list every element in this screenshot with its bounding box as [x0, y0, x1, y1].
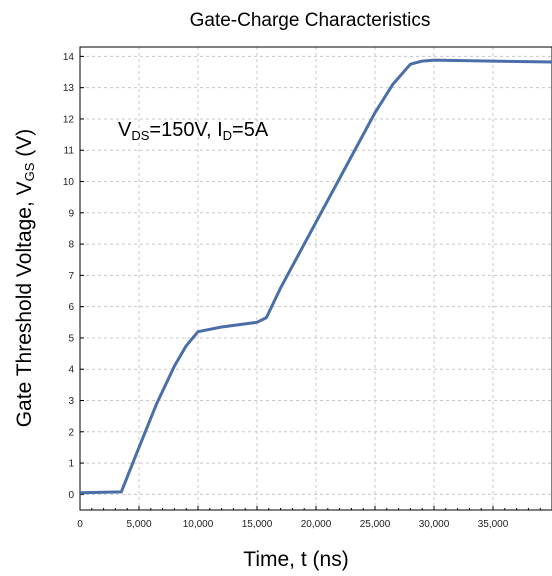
x-tick-label: 20,000: [301, 519, 332, 530]
y-tick-label: 3: [68, 396, 74, 407]
y-axis-label-unit: (V): [13, 129, 36, 163]
series-line: [79, 58, 552, 495]
y-tick-label: 1: [68, 459, 74, 470]
x-tick-label: 35,000: [478, 519, 509, 530]
y-tick-label: 0: [68, 490, 74, 501]
x-tick-label: 25,000: [360, 519, 391, 530]
y-tick-label: 5: [68, 333, 74, 344]
y-tick-label: 11: [64, 146, 75, 157]
y-axis-label-main: Gate Threshold Voltage, V: [13, 181, 36, 427]
annotation-ds-sub: DS: [131, 128, 149, 143]
x-axis-label: Time, t (ns): [243, 548, 348, 571]
chart-title: Gate-Charge Characteristics: [190, 10, 431, 31]
y-tick-label: 12: [63, 114, 75, 125]
x-tick-label: 0: [77, 519, 83, 530]
x-ticks: 0 5,000 10,000 15,000 20,000 25,000 30,000 35,0…: [77, 506, 541, 530]
grid: [79, 47, 552, 510]
y-axis-label: Gate Threshold Voltage, VGS (V): [13, 129, 37, 428]
y-tick-label: 13: [63, 83, 75, 94]
y-tick-label: 7: [68, 271, 74, 282]
annotation-d-sub: D: [223, 128, 232, 143]
y-tick-label: 9: [68, 208, 74, 219]
y-tick-label: 2: [68, 427, 74, 438]
y-tick-label: 6: [68, 302, 74, 313]
annotation-v: V: [118, 119, 132, 141]
annotation: VDS=150V, ID=5A: [118, 119, 269, 143]
y-tick-label: 10: [63, 177, 75, 188]
y-axis-label-sub: GS: [22, 162, 37, 181]
y-tick-label: 14: [63, 52, 75, 63]
x-tick-label: 5,000: [126, 519, 151, 530]
y-tick-label: 4: [68, 365, 74, 376]
x-tick-label: 30,000: [419, 519, 450, 530]
annotation-v-value: =150V, I: [149, 119, 222, 141]
annotation-i-value: =5A: [232, 119, 269, 141]
plot-frame: [79, 46, 552, 511]
y-tick-label: 8: [68, 240, 74, 251]
x-tick-label: 10,000: [183, 519, 214, 530]
x-tick-label: 15,000: [242, 519, 273, 530]
